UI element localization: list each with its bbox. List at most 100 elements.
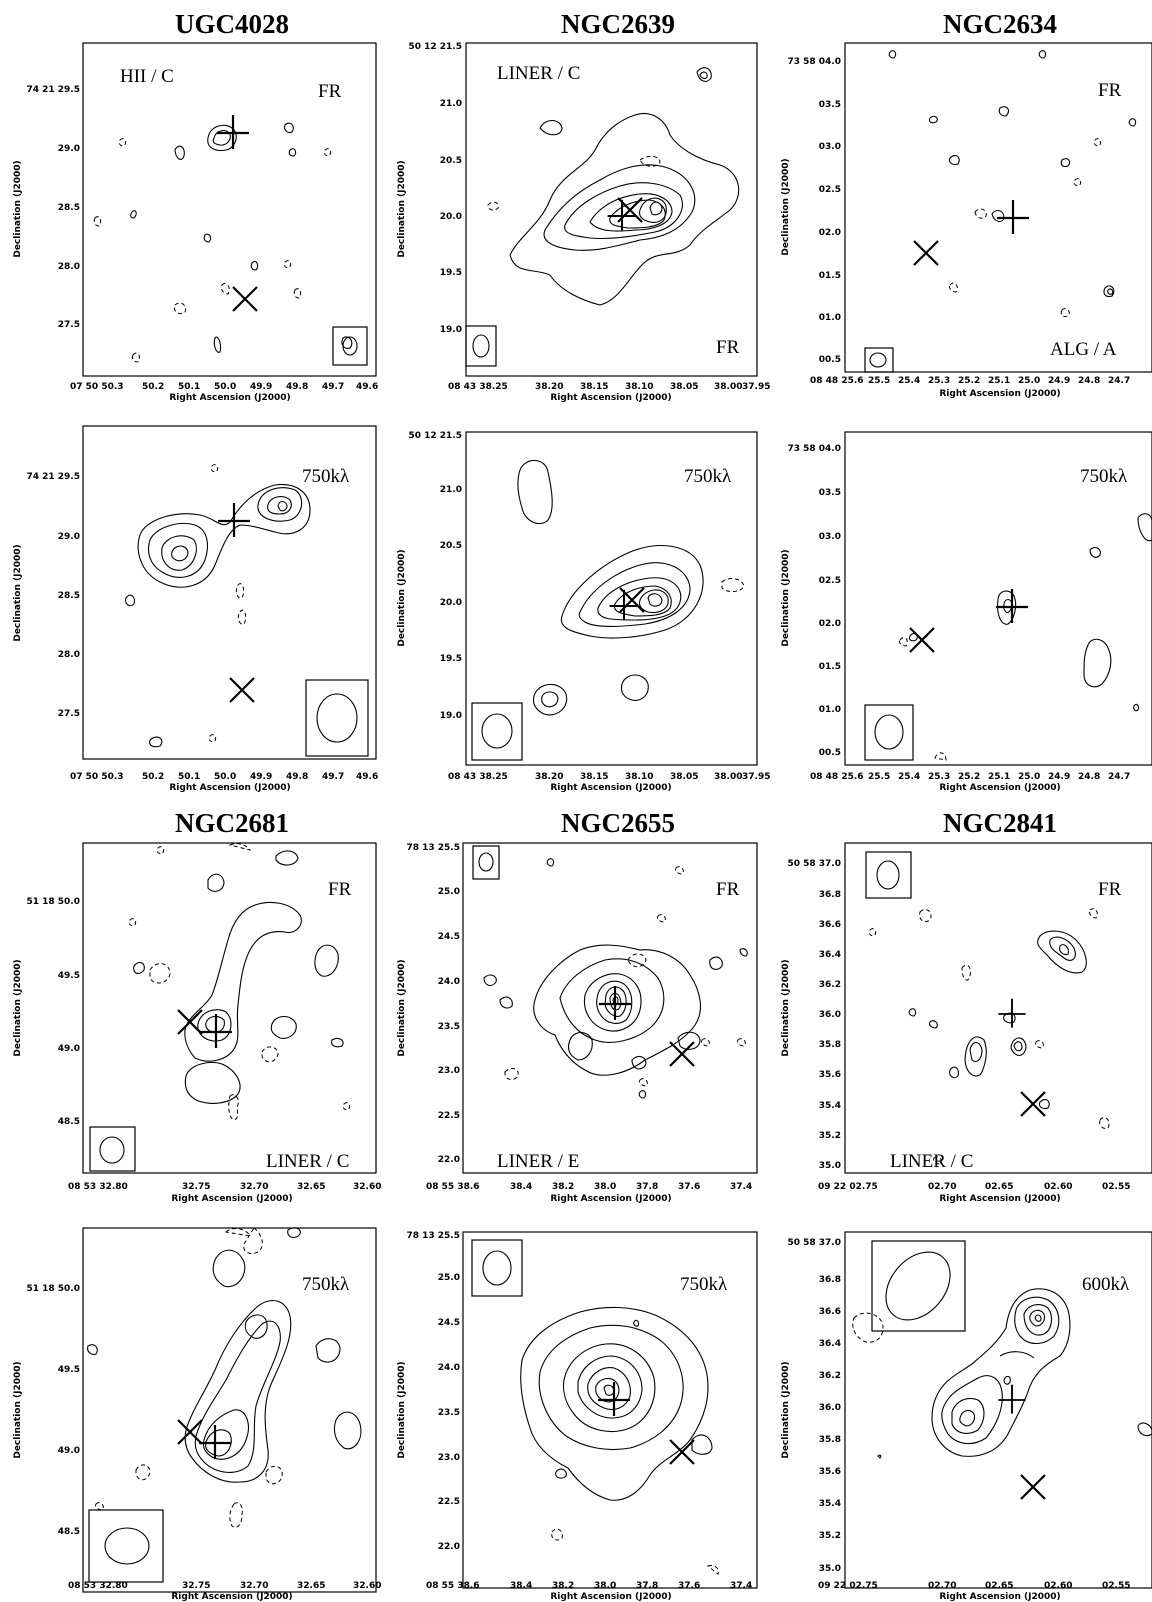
x-tick: 49.7 xyxy=(322,772,344,782)
x-tick: 25.5 xyxy=(868,376,890,386)
y-tick: 28.5 xyxy=(58,591,80,601)
spectral-class-label: ALG / A xyxy=(1050,339,1117,360)
x-axis-label: Right Ascension (J2000) xyxy=(550,393,671,403)
optical-nucleus-marker xyxy=(994,587,1030,625)
contours xyxy=(125,464,311,748)
x-tick: 49.6 xyxy=(356,772,378,782)
y-tick: 02.0 xyxy=(819,228,841,238)
y-tick: 22.0 xyxy=(438,1542,460,1552)
x-tick: 25.0 xyxy=(1018,772,1040,782)
y-tick: 35.4 xyxy=(819,1101,841,1111)
x-tick: 49.8 xyxy=(286,772,308,782)
plot-frame xyxy=(465,431,758,766)
y-tick-labels: 73 58 04.0 03.5 03.0 02.5 02.0 01.5 01.0… xyxy=(787,444,841,758)
y-tick-labels: 74 21 29.5 29.0 28.5 28.0 27.5 xyxy=(26,472,80,719)
resolution-label: 750kλ xyxy=(684,466,732,487)
y-axis-label: Declination (J2000) xyxy=(781,959,791,1056)
x-marker xyxy=(1019,1090,1047,1118)
y-tick: 25.0 xyxy=(438,1273,460,1283)
x-tick: 37.8 xyxy=(636,1581,658,1591)
optical-nucleus-marker xyxy=(216,501,252,539)
plot-frame xyxy=(462,842,758,1174)
optical-nucleus-marker xyxy=(995,198,1031,236)
contours xyxy=(93,122,353,363)
x-tick: 25.3 xyxy=(928,376,950,386)
y-axis-label: Declination (J2000) xyxy=(781,549,791,646)
y-tick: 35.6 xyxy=(819,1070,841,1080)
y-tick: 74 21 29.5 xyxy=(26,472,80,482)
x-axis-label: Right Ascension (J2000) xyxy=(939,1592,1060,1602)
plot-frame xyxy=(844,1231,1152,1589)
contours xyxy=(483,858,748,1099)
optical-nucleus-marker xyxy=(606,198,638,232)
y-tick: 35.0 xyxy=(819,1564,841,1574)
x-tick-labels: 08 48 25.6 25.5 25.4 25.3 25.2 25.1 25.0… xyxy=(810,772,1130,782)
x-tick: 25.5 xyxy=(868,772,890,782)
y-tick: 35.4 xyxy=(819,1499,841,1509)
x-tick-labels: 08 55 38.6 38.4 38.2 38.0 37.8 37.6 37.4 xyxy=(426,1182,752,1192)
x-axis-label: Right Ascension (J2000) xyxy=(550,783,671,793)
spectral-class-label: LINER / E xyxy=(497,1151,579,1172)
y-tick: 23.0 xyxy=(438,1066,460,1076)
x-tick: 49.6 xyxy=(356,382,378,392)
plot-frame xyxy=(82,842,377,1174)
y-tick: 36.6 xyxy=(819,1307,841,1317)
y-tick: 00.5 xyxy=(819,355,841,365)
contours xyxy=(87,1227,362,1528)
y-tick: 22.5 xyxy=(438,1497,460,1507)
y-tick: 78 13 25.5 xyxy=(406,843,460,853)
panel-ngc2639-fr: NGC2639 50 12 21.5 21.0 20.5 20.0 19.5 1… xyxy=(397,9,770,403)
y-tick: 20.5 xyxy=(440,541,462,551)
panel-title: UGC4028 xyxy=(175,9,289,39)
spectral-class-label: HII / C xyxy=(120,66,174,87)
y-tick: 36.6 xyxy=(819,920,841,930)
x-tick: 50.1 xyxy=(178,382,200,392)
y-tick-labels: 78 13 25.5 25.0 24.5 24.0 23.5 23.0 22.5… xyxy=(406,1231,460,1552)
beam-box xyxy=(89,1126,136,1172)
x-axis-label: Right Ascension (J2000) xyxy=(939,389,1060,399)
y-tick: 22.0 xyxy=(438,1155,460,1165)
y-tick: 48.5 xyxy=(58,1527,80,1537)
beam-box xyxy=(864,704,914,761)
x-tick: 38.4 xyxy=(510,1182,532,1192)
x-tick: 32.75 xyxy=(182,1581,210,1591)
y-tick-labels: 50 12 21.5 21.0 20.5 20.0 19.5 19.0 xyxy=(408,42,462,335)
beam-box xyxy=(305,679,369,757)
y-tick-labels: 50 58 37.0 36.8 36.6 36.4 36.2 36.0 35.8… xyxy=(787,859,841,1171)
x-tick: 32.60 xyxy=(353,1581,381,1591)
y-tick: 27.5 xyxy=(58,709,80,719)
y-tick-labels: 78 13 25.5 25.0 24.5 24.0 23.5 23.0 22.5… xyxy=(406,843,460,1165)
x-tick-labels: 08 53 32.80 32.75 32.70 32.65 32.60 xyxy=(68,1581,381,1591)
y-tick: 01.5 xyxy=(819,662,841,672)
y-axis-label: Declination (J2000) xyxy=(397,160,407,257)
beam-box xyxy=(472,845,500,880)
x-marker xyxy=(908,626,936,654)
y-tick: 19.0 xyxy=(440,711,462,721)
y-axis-label: Declination (J2000) xyxy=(13,160,23,257)
y-tick: 29.0 xyxy=(58,532,80,542)
plot-frame xyxy=(462,1231,758,1589)
y-tick: 49.5 xyxy=(58,971,80,981)
y-tick: 49.5 xyxy=(58,1365,80,1375)
y-tick: 27.5 xyxy=(58,320,80,330)
panel-title: NGC2639 xyxy=(561,9,675,39)
x-tick: 37.4 xyxy=(730,1182,752,1192)
beam-box xyxy=(471,1239,523,1297)
panel-ngc2634-750kl: 73 58 04.0 03.5 03.0 02.5 02.0 01.5 01.0… xyxy=(781,431,1152,793)
y-tick: 20.0 xyxy=(440,212,462,222)
x-tick: 25.2 xyxy=(958,376,980,386)
x-tick: 38.2 xyxy=(552,1182,574,1192)
y-tick: 36.0 xyxy=(819,1010,841,1020)
y-tick: 36.8 xyxy=(819,890,841,900)
x-marker xyxy=(912,239,940,267)
beam-box xyxy=(332,326,368,366)
y-tick: 19.0 xyxy=(440,325,462,335)
x-axis-label: Right Ascension (J2000) xyxy=(171,1592,292,1602)
spectral-class-label: LINER / C xyxy=(890,1151,973,1172)
x-tick: 38.10 xyxy=(625,382,653,392)
y-tick: 24.5 xyxy=(438,1318,460,1328)
contours xyxy=(517,459,745,716)
x-tick: 02.70 xyxy=(928,1581,956,1591)
x-tick: 24.8 xyxy=(1078,376,1100,386)
resolution-label: 750kλ xyxy=(302,466,350,487)
